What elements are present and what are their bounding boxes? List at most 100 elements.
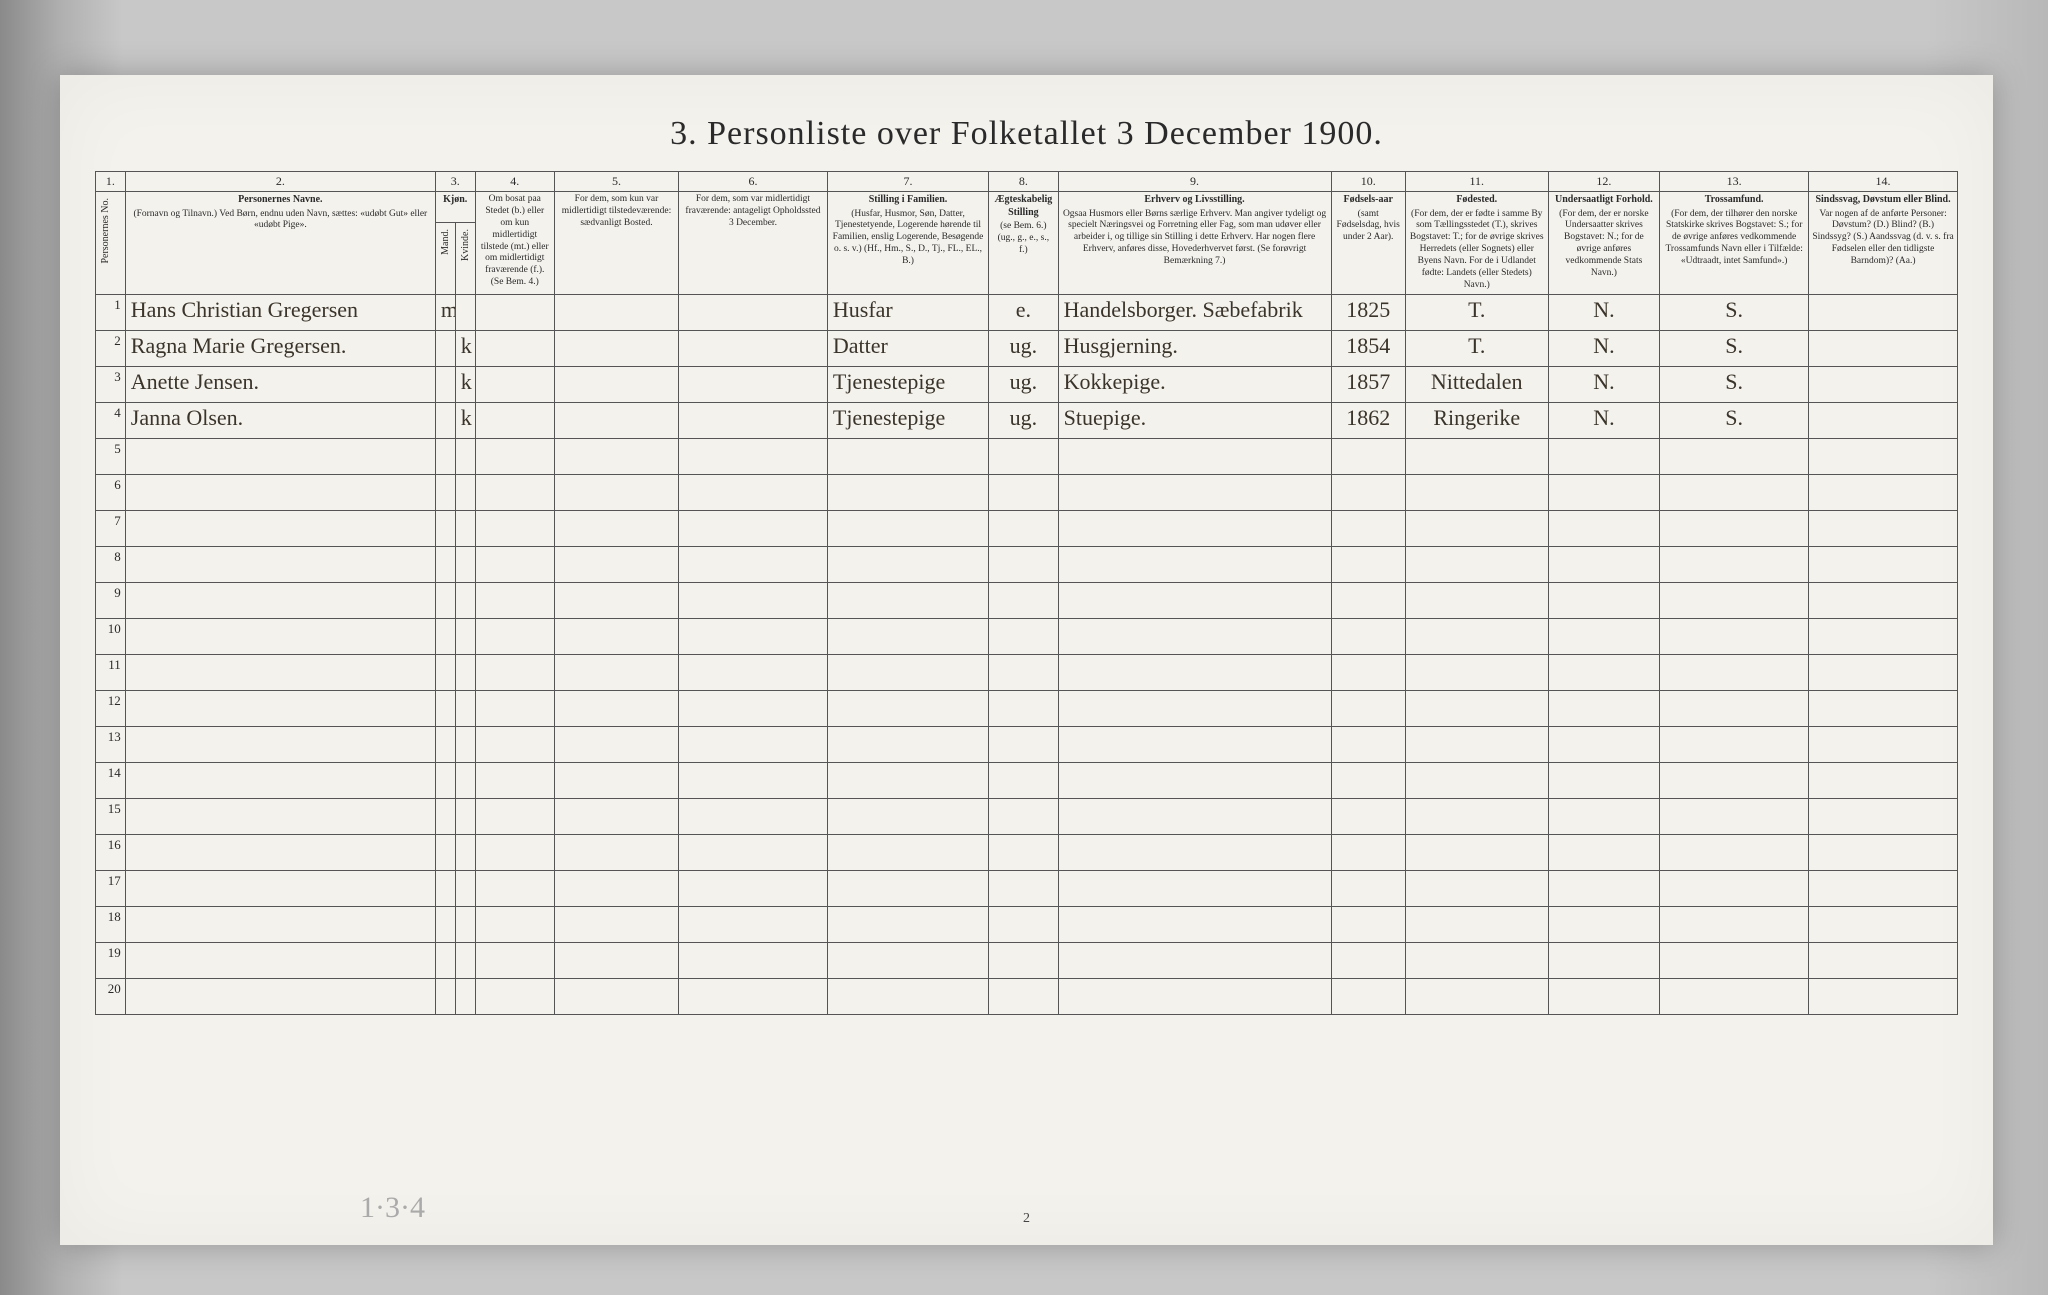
table-cell [679,654,828,690]
table-cell [1809,798,1958,834]
table-cell [435,618,455,654]
table-cell [455,474,475,510]
table-cell [455,762,475,798]
table-cell [989,654,1058,690]
page-title: 3. Personliste over Folketallet 3 Decemb… [95,115,1958,153]
table-cell [679,834,828,870]
table-cell: 14 [96,762,126,798]
table-cell [1660,582,1809,618]
table-cell [1405,438,1548,474]
table-cell [554,906,678,942]
table-cell [1809,654,1958,690]
table-cell: Tjenestepige [827,402,988,438]
table-cell [679,366,828,402]
table-cell [1331,618,1405,654]
table-cell [435,762,455,798]
table-cell: N. [1548,366,1660,402]
table-cell [554,978,678,1014]
table-cell [554,474,678,510]
table-cell: T. [1405,294,1548,330]
table-cell [989,582,1058,618]
table-cell [679,870,828,906]
table-cell [435,582,455,618]
table-cell [679,546,828,582]
header-temp-absent: For dem, som var midlertidigt fraværende… [679,192,828,295]
table-cell [827,942,988,978]
table-row: 18 [96,906,1958,942]
table-cell [827,906,988,942]
colnum-1: 1. [96,172,126,192]
table-cell [1809,402,1958,438]
header-disability: Sindssvag, Døvstum eller Blind. Var noge… [1809,192,1958,295]
table-cell [1331,726,1405,762]
table-cell [989,762,1058,798]
header-name: Personernes Navne. (Fornavn og Tilnavn.)… [125,192,435,295]
table-cell: 16 [96,834,126,870]
table-cell [435,906,455,942]
table-cell [475,726,554,762]
table-cell [475,942,554,978]
table-cell [554,330,678,366]
table-cell [827,582,988,618]
table-cell: 5 [96,438,126,474]
table-row: 20 [96,978,1958,1014]
table-cell: 1862 [1331,402,1405,438]
table-cell [1548,618,1660,654]
table-cell [1548,870,1660,906]
table-cell [435,402,455,438]
table-cell [827,654,988,690]
table-row: 10 [96,618,1958,654]
table-cell [554,402,678,438]
table-cell [1548,690,1660,726]
table-cell [1548,438,1660,474]
table-cell [125,474,435,510]
table-cell [455,798,475,834]
table-cell [1331,798,1405,834]
table-cell [455,582,475,618]
table-cell: N. [1548,330,1660,366]
table-cell [455,870,475,906]
table-cell: Husfar [827,294,988,330]
table-cell [1660,546,1809,582]
table-cell [475,402,554,438]
table-row: 19 [96,942,1958,978]
table-cell [1660,834,1809,870]
table-cell [475,618,554,654]
table-cell [554,654,678,690]
table-cell [679,690,828,726]
table-cell [827,510,988,546]
table-cell [435,654,455,690]
table-cell [1548,726,1660,762]
table-cell: Ringerike [1405,402,1548,438]
table-cell: Stuepige. [1058,402,1331,438]
table-cell [475,510,554,546]
table-cell: 3 [96,366,126,402]
colnum-9: 9. [1058,172,1331,192]
table-cell [989,438,1058,474]
table-cell [827,690,988,726]
table-cell [1405,762,1548,798]
table-cell: Janna Olsen. [125,402,435,438]
table-cell [989,798,1058,834]
table-cell: 9 [96,582,126,618]
header-family-position: Stilling i Familien. (Husfar, Husmor, Sø… [827,192,988,295]
table-cell [679,726,828,762]
table-row: 4Janna Olsen.kTjenestepigeug.Stuepige.18… [96,402,1958,438]
colnum-7: 7. [827,172,988,192]
table-cell [435,330,455,366]
table-cell [1331,942,1405,978]
table-cell [1058,906,1331,942]
table-cell: S. [1660,366,1809,402]
colnum-11: 11. [1405,172,1548,192]
table-cell [679,294,828,330]
table-cell [1660,978,1809,1014]
table-cell [1331,510,1405,546]
table-cell: ug. [989,402,1058,438]
table-cell [1405,906,1548,942]
table-cell [827,438,988,474]
table-cell [475,870,554,906]
table-cell [989,618,1058,654]
table-cell [475,834,554,870]
table-cell [1058,834,1331,870]
table-cell [475,798,554,834]
